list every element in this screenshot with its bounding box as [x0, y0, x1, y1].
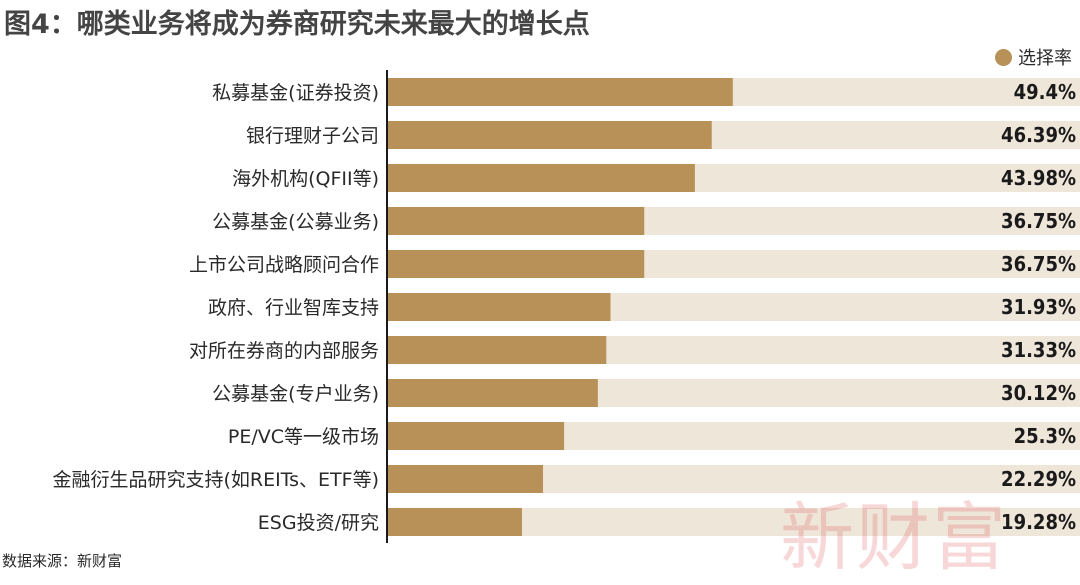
- chart-title: 图4：哪类业务将成为券商研究未来最大的增长点: [4, 9, 590, 40]
- value-label: 31.33%: [1001, 338, 1076, 362]
- value-label: 31.93%: [1001, 295, 1076, 319]
- chart-legend: 选择率: [995, 44, 1072, 70]
- category-label: 政府、行业智库支持: [208, 297, 379, 319]
- category-label: 私募基金(证券投资): [212, 82, 379, 104]
- value-label: 25.3%: [1014, 424, 1076, 448]
- legend-swatch: [995, 48, 1012, 66]
- bar-11: [387, 508, 522, 536]
- category-label: 公募基金(公募业务): [212, 211, 379, 233]
- bar-6: [387, 293, 611, 321]
- category-label: PE/VC等一级市场: [228, 426, 379, 448]
- bar-7: [387, 336, 607, 364]
- bar-2: [387, 121, 712, 149]
- value-label: 43.98%: [1001, 166, 1076, 190]
- category-label: 上市公司战略顾问合作: [189, 254, 379, 276]
- legend-label: 选择率: [1018, 48, 1072, 69]
- value-label: 36.75%: [1001, 252, 1076, 276]
- bar-3: [387, 164, 695, 192]
- value-label: 36.75%: [1001, 209, 1076, 233]
- category-label: 海外机构(QFII等): [232, 168, 379, 190]
- bar-9: [387, 422, 565, 450]
- bar-8: [387, 379, 598, 407]
- category-label: 公募基金(专户业务): [212, 383, 379, 405]
- bar-1: [387, 78, 733, 106]
- bar-10: [387, 465, 544, 493]
- value-label: 22.29%: [1001, 467, 1076, 491]
- category-label: ESG投资/研究: [258, 512, 379, 534]
- bar-4: [387, 207, 645, 235]
- source-note: 数据来源：新财富: [2, 552, 123, 570]
- bar-5: [387, 250, 645, 278]
- value-label: 19.28%: [1001, 510, 1076, 534]
- category-label: 对所在券商的内部服务: [189, 340, 379, 362]
- value-label: 30.12%: [1001, 381, 1076, 405]
- value-label: 49.4%: [1014, 80, 1076, 104]
- category-label: 银行理财子公司: [246, 125, 379, 147]
- value-label: 46.39%: [1001, 123, 1076, 147]
- category-label: 金融衍生品研究支持(如REITs、ETF等): [52, 469, 379, 491]
